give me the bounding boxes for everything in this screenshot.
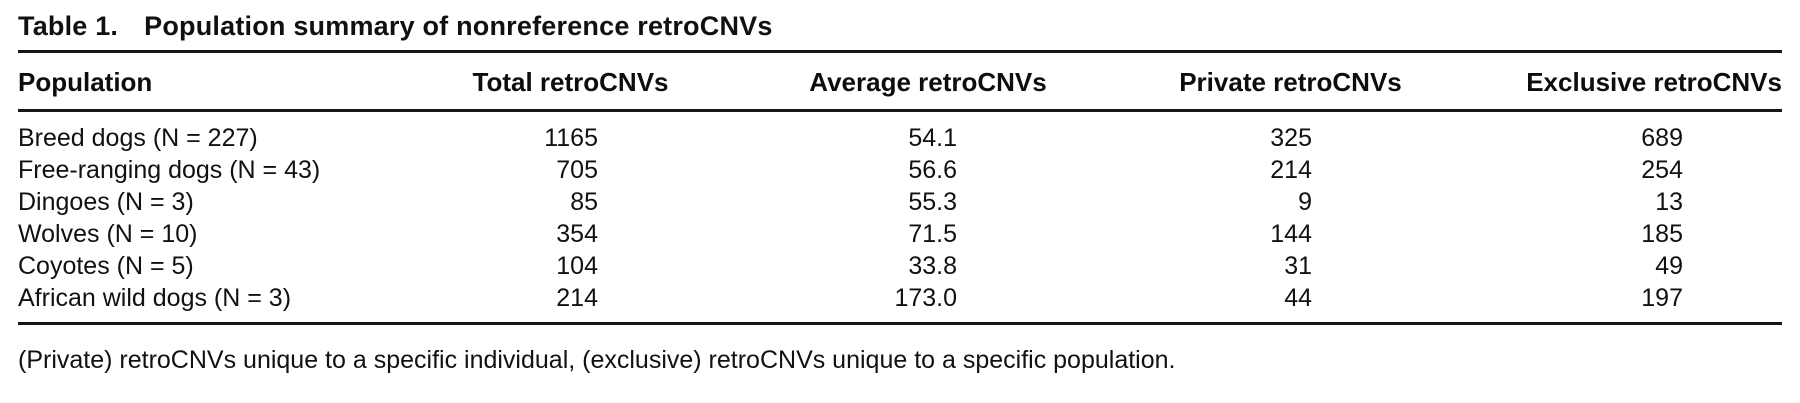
- population-cell: Wolves (N = 10): [18, 220, 198, 248]
- column-header-average-retrocnvs: Average retroCNVs: [748, 50, 1108, 112]
- table-header-row: Population Total retroCNVs Average retro…: [18, 50, 1782, 112]
- average-retrocnvs-cell: 55.3: [908, 188, 957, 216]
- table-bottom-rule: [18, 322, 1782, 325]
- average-retrocnvs-cell: 54.1: [908, 124, 957, 152]
- average-retrocnvs-cell: 71.5: [908, 220, 957, 248]
- column-header-private-retrocnvs: Private retroCNVs: [1108, 50, 1473, 112]
- table-row: Breed dogs (N = 227) 1165 54.1 325 689: [18, 111, 1782, 155]
- total-retrocnvs-cell: 705: [556, 156, 598, 184]
- population-cell: Coyotes (N = 5): [18, 252, 194, 280]
- average-retrocnvs-cell: 173.0: [894, 284, 957, 312]
- table-row: Wolves (N = 10) 354 71.5 144 185: [18, 218, 1782, 250]
- table-label: Table 1.: [18, 11, 119, 41]
- total-retrocnvs-cell: 214: [556, 284, 598, 312]
- population-cell: Breed dogs (N = 227): [18, 124, 258, 152]
- private-retrocnvs-cell: 44: [1284, 284, 1312, 312]
- table-footnote: (Private) retroCNVs unique to a specific…: [18, 346, 1176, 374]
- table-row: African wild dogs (N = 3) 214 173.0 44 1…: [18, 282, 1782, 322]
- population-cell: Free-ranging dogs (N = 43): [18, 156, 321, 184]
- exclusive-retrocnvs-cell: 185: [1641, 220, 1683, 248]
- exclusive-retrocnvs-cell: 49: [1655, 252, 1683, 280]
- column-header-exclusive-retrocnvs: Exclusive retroCNVs: [1473, 50, 1782, 112]
- population-cell: African wild dogs (N = 3): [18, 284, 292, 312]
- exclusive-retrocnvs-cell: 13: [1655, 188, 1683, 216]
- table-caption: Table 1. Population summary of nonreferen…: [0, 0, 1800, 42]
- private-retrocnvs-cell: 9: [1298, 188, 1312, 216]
- total-retrocnvs-cell: 354: [556, 220, 598, 248]
- total-retrocnvs-cell: 85: [570, 188, 598, 216]
- population-summary-table: Population Total retroCNVs Average retro…: [18, 50, 1782, 322]
- total-retrocnvs-cell: 104: [556, 252, 598, 280]
- average-retrocnvs-cell: 33.8: [908, 252, 957, 280]
- column-header-total-retrocnvs: Total retroCNVs: [393, 50, 748, 112]
- table-row: Dingoes (N = 3) 85 55.3 9 13: [18, 186, 1782, 218]
- column-header-population: Population: [18, 50, 393, 112]
- private-retrocnvs-cell: 31: [1284, 252, 1312, 280]
- exclusive-retrocnvs-cell: 254: [1641, 156, 1683, 184]
- exclusive-retrocnvs-cell: 689: [1641, 124, 1683, 152]
- private-retrocnvs-cell: 325: [1270, 124, 1312, 152]
- table-title: Population summary of nonreference retro…: [144, 11, 773, 41]
- total-retrocnvs-cell: 1165: [544, 124, 598, 152]
- private-retrocnvs-cell: 144: [1270, 220, 1312, 248]
- table-row: Coyotes (N = 5) 104 33.8 31 49: [18, 250, 1782, 282]
- private-retrocnvs-cell: 214: [1270, 156, 1312, 184]
- population-cell: Dingoes (N = 3): [18, 188, 194, 216]
- average-retrocnvs-cell: 56.6: [908, 156, 957, 184]
- exclusive-retrocnvs-cell: 197: [1641, 284, 1683, 312]
- table-row: Free-ranging dogs (N = 43) 705 56.6 214 …: [18, 154, 1782, 186]
